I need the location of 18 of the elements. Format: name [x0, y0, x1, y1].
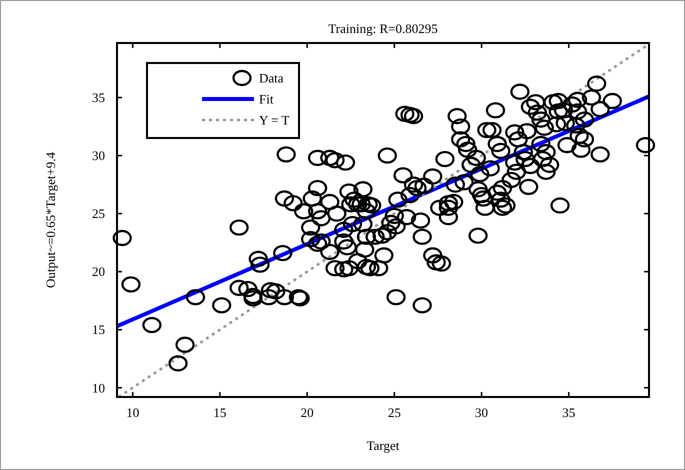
y-tick-label: 30: [92, 148, 105, 164]
legend-label: Y = T: [259, 112, 290, 128]
x-tick-label: 35: [562, 405, 576, 420]
x-tick-label: 30: [475, 405, 488, 420]
y-tick-label: 35: [92, 90, 105, 106]
x-tick-label: 15: [213, 405, 226, 420]
y-tick-label: 20: [92, 264, 105, 280]
y-axis-title: Output~=0.65*Target+9.4: [43, 151, 58, 288]
x-tick-label: 10: [126, 405, 140, 420]
legend-label: Fit: [259, 92, 274, 107]
x-tick-label: 25: [388, 405, 401, 420]
legend-label: Data: [259, 70, 284, 86]
y-tick-label: 10: [92, 380, 105, 396]
x-tick-label: 20: [300, 405, 314, 420]
chart-title: Training: R=0.80295: [328, 21, 438, 36]
y-tick-label: 15: [92, 322, 105, 338]
x-axis-title: Target: [366, 438, 400, 453]
y-tick-label: 25: [92, 206, 105, 222]
